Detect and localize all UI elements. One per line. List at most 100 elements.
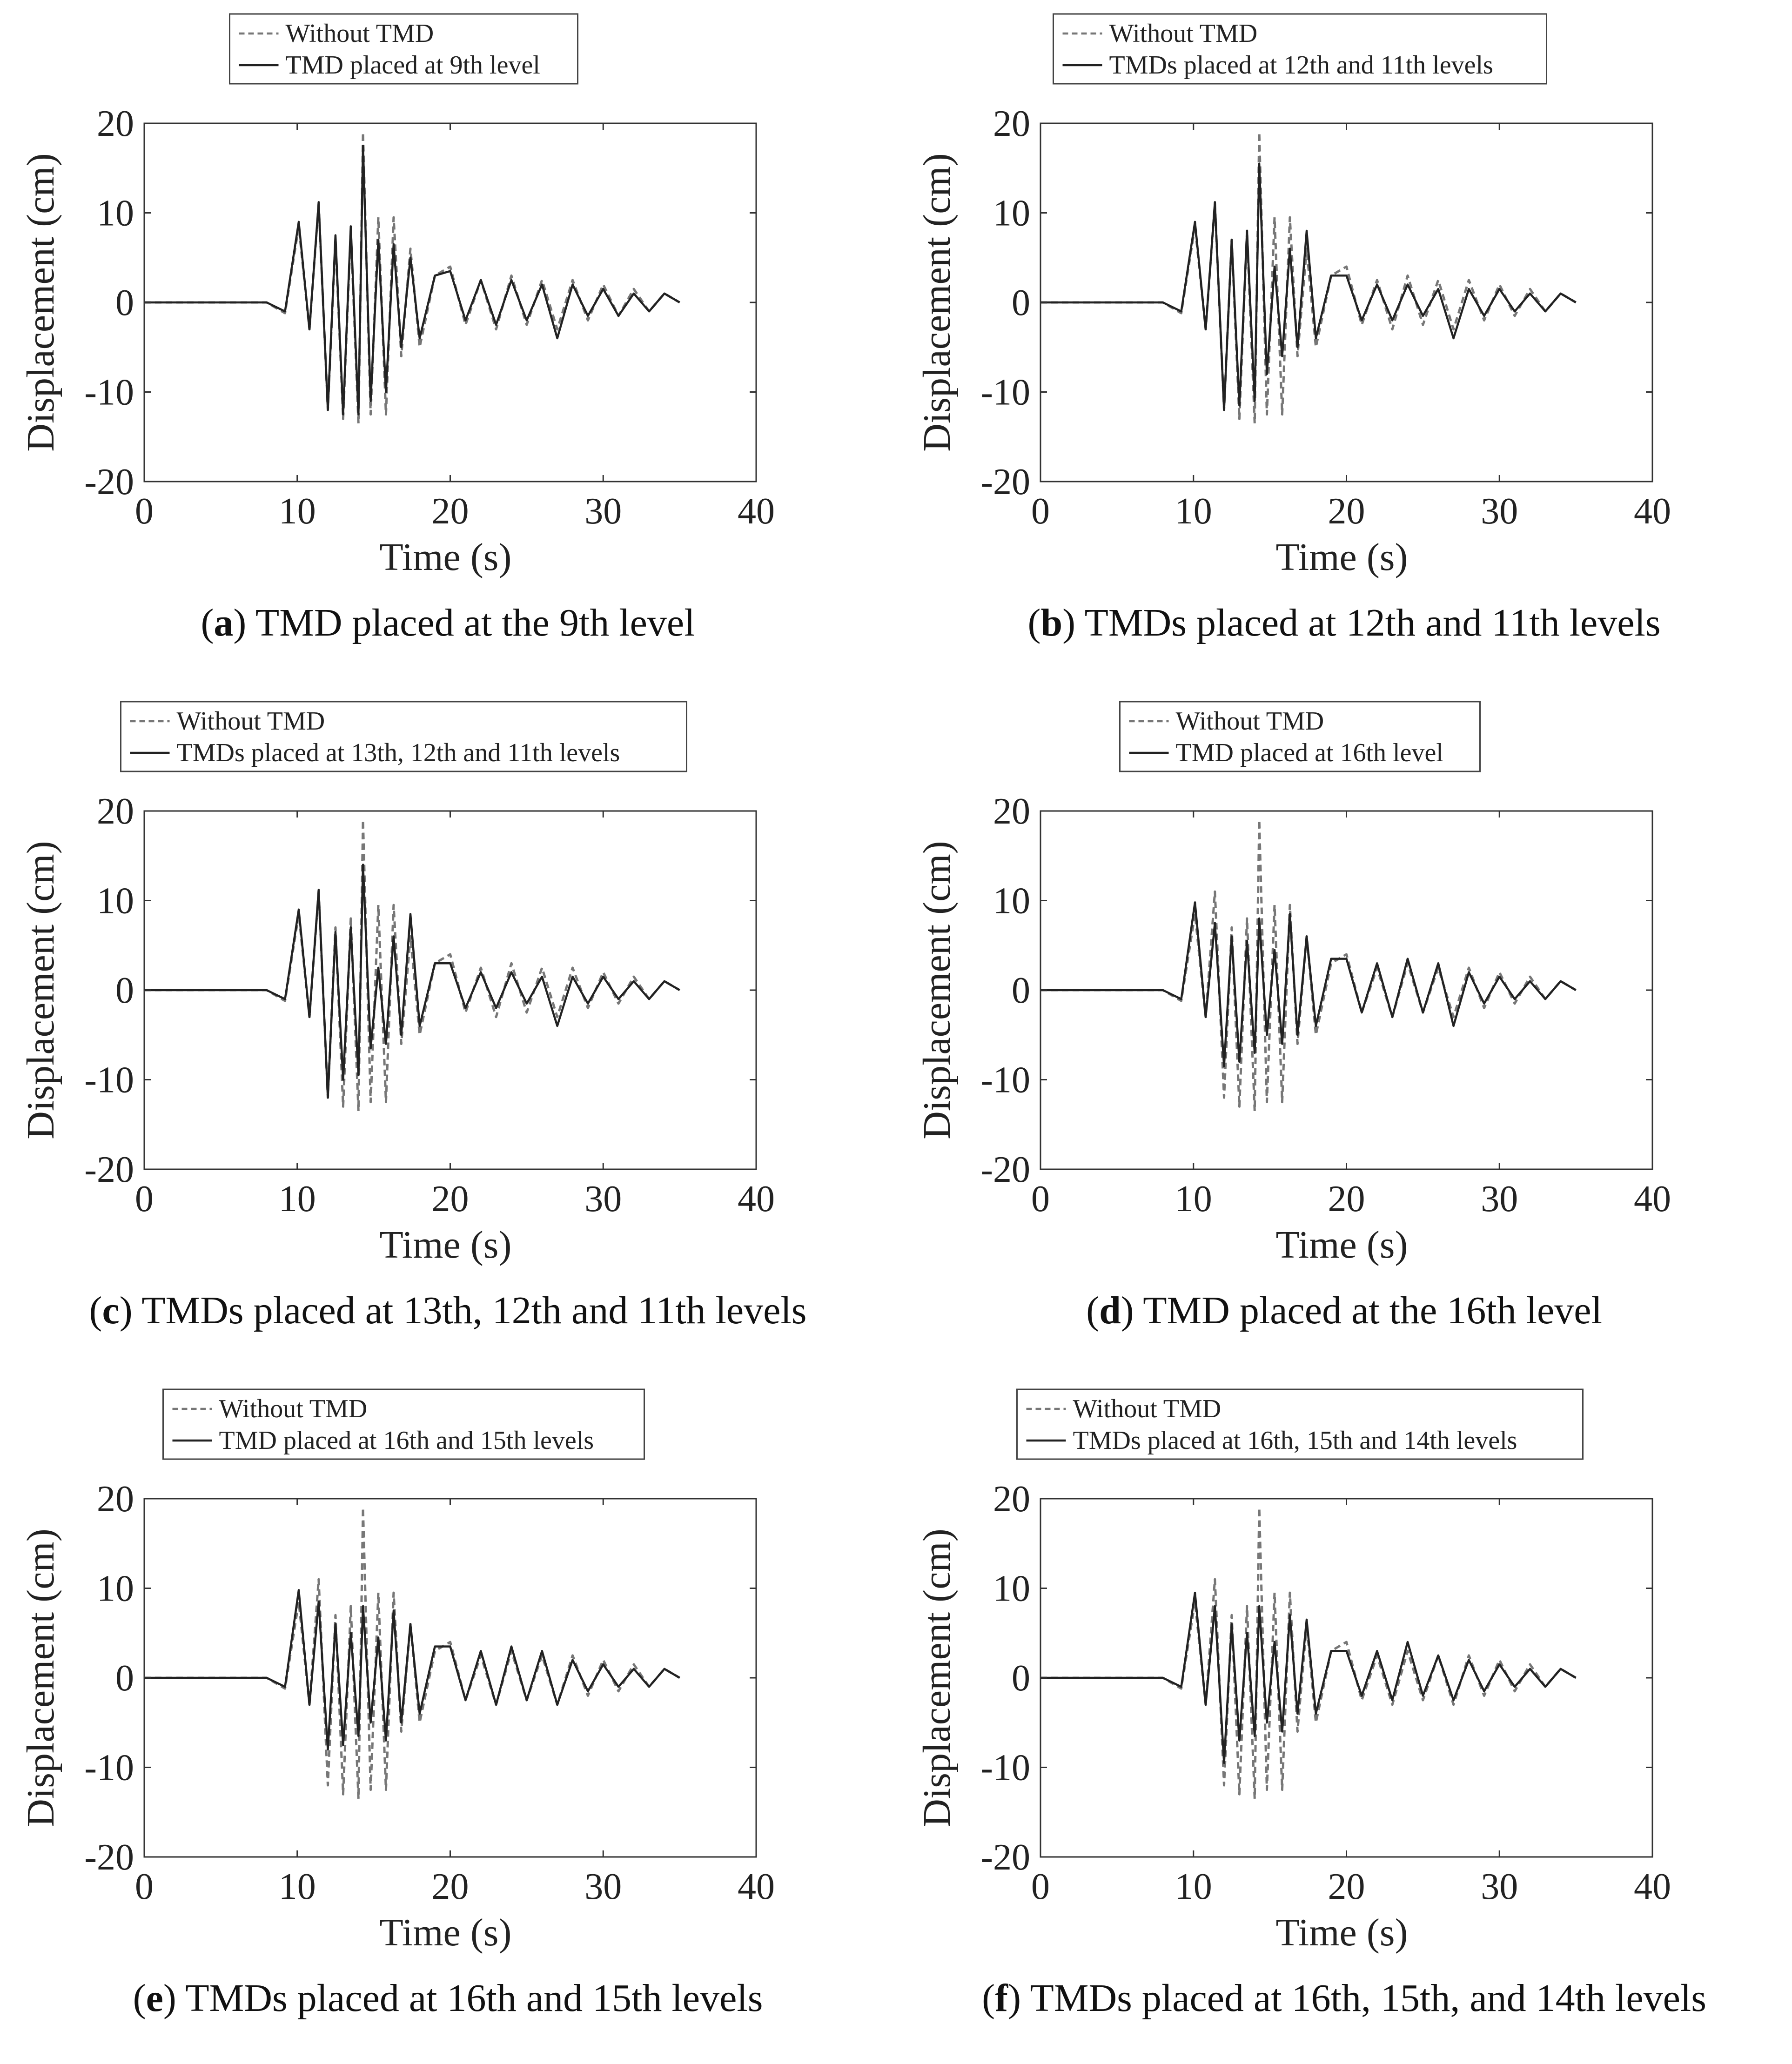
panel-caption: (c) TMDs placed at 13th, 12th and 11th l…	[0, 1288, 896, 1333]
legend-entry: Without TMD	[1109, 19, 1258, 48]
y-tick-label: -10	[980, 1060, 1030, 1101]
x-tick-label: 40	[738, 1179, 775, 1220]
chart-panel-f: 0 10 20 30 40 20 10 0 -10 -20 Time (s) Displacement…	[896, 1375, 1792, 2064]
chart-svg-b: 0 10 20 30 40 20 10 0 -10 -20 Time (s) Displacement…	[915, 13, 1671, 579]
x-tick-label: 0	[135, 1179, 154, 1220]
series-with-tmd-line	[144, 864, 680, 1099]
panel-caption: (e) TMDs placed at 16th and 15th levels	[0, 1976, 896, 2021]
caption-text: ) TMD placed at the 9th level	[233, 601, 695, 644]
legend-entry: TMD placed at 16th and 15th levels	[219, 1426, 594, 1455]
x-tick-label: 10	[1175, 491, 1212, 532]
legend-box	[120, 701, 687, 772]
x-tick-label: 10	[279, 1866, 316, 1907]
legend-box	[162, 1388, 645, 1460]
x-axis-label: Time (s)	[380, 1223, 512, 1267]
y-tick-label: 0	[115, 1658, 134, 1699]
y-tick-label: 20	[993, 791, 1030, 832]
legend-box	[1119, 701, 1481, 772]
y-tick-label: 0	[115, 282, 134, 323]
caption-tag: d	[1099, 1289, 1121, 1332]
y-tick-label: 0	[1012, 970, 1030, 1011]
caption-paren: (	[1086, 1289, 1100, 1332]
x-axis-label: Time (s)	[380, 536, 512, 579]
caption-paren: (	[982, 1977, 995, 2020]
y-axis-label: Displacement (cm)	[19, 841, 62, 1139]
y-tick-label: -20	[980, 1149, 1030, 1190]
chart-svg-f: 0 10 20 30 40 20 10 0 -10 -20 Time (s) Displacement…	[915, 1388, 1671, 1954]
x-tick-label: 20	[1328, 491, 1365, 532]
x-tick-label: 30	[1481, 1179, 1518, 1220]
panel-caption: (d) TMD placed at the 16th level	[896, 1288, 1792, 1333]
y-axis-label: Displacement (cm)	[915, 841, 959, 1139]
caption-tag: f	[995, 1977, 1008, 2020]
caption-tag: c	[102, 1289, 120, 1332]
y-tick-label: -10	[84, 372, 134, 413]
series-with-tmd-line	[1040, 162, 1577, 411]
x-tick-label: 0	[1031, 491, 1050, 532]
caption-tag: a	[214, 601, 234, 644]
y-tick-label: 10	[993, 1568, 1030, 1609]
legend-entry: TMDs placed at 16th, 15th and 14th level…	[1073, 1426, 1517, 1455]
y-tick-label: 10	[993, 193, 1030, 234]
chart-panel-a: 0 10 20 30 40 20 10 0 -10 -20 Time (s) Displacement…	[0, 0, 896, 689]
panel-caption: (a) TMD placed at the 9th level	[0, 600, 896, 645]
x-tick-label: 10	[279, 1179, 316, 1220]
y-tick-label: -20	[980, 1837, 1030, 1878]
y-tick-label: 20	[97, 791, 134, 832]
series-with-tmd-line	[1040, 1591, 1577, 1764]
y-tick-label: -20	[84, 462, 134, 503]
x-tick-label: 30	[584, 491, 622, 532]
x-tick-label: 0	[135, 1866, 154, 1907]
x-axis-label: Time (s)	[1276, 1223, 1408, 1267]
y-tick-label: -10	[84, 1060, 134, 1101]
y-tick-label: 10	[97, 1568, 134, 1609]
caption-text: ) TMDs placed at 13th, 12th and 11th lev…	[119, 1289, 807, 1332]
x-axis-label: Time (s)	[380, 1911, 512, 1954]
series-with-tmd-line	[1040, 901, 1577, 1067]
x-tick-label: 0	[1031, 1866, 1050, 1907]
x-tick-label: 40	[738, 491, 775, 532]
legend-entry: Without TMD	[1073, 1394, 1222, 1423]
x-tick-label: 10	[1175, 1179, 1212, 1220]
legend: Without TMD TMDs placed at 12th and 11th …	[1053, 13, 1547, 85]
y-tick-label: -10	[980, 1748, 1030, 1789]
legend-entry: TMD placed at 16th level	[1176, 738, 1443, 767]
caption-text: ) TMDs placed at 12th and 11th levels	[1062, 601, 1661, 644]
panel-caption: (f) TMDs placed at 16th, 15th, and 14th …	[896, 1976, 1792, 2021]
x-tick-label: 40	[1634, 1866, 1671, 1907]
legend-entry: Without TMD	[1176, 707, 1324, 736]
legend: Without TMD TMD placed at 9th level	[229, 13, 578, 85]
legend-entry: Without TMD	[177, 707, 325, 736]
chart-svg-a: 0 10 20 30 40 20 10 0 -10 -20 Time (s) Displacement…	[19, 13, 775, 579]
y-tick-label: 10	[97, 193, 134, 234]
x-tick-label: 20	[1328, 1866, 1365, 1907]
chart-panel-d: 0 10 20 30 40 20 10 0 -10 -20 Time (s) Displacement…	[896, 688, 1792, 1376]
x-tick-label: 20	[432, 1179, 469, 1220]
chart-svg-c: 0 10 20 30 40 20 10 0 -10 -20 Time (s) Displacement…	[19, 701, 775, 1267]
y-axis-label: Displacement (cm)	[915, 153, 959, 451]
caption-paren: (	[133, 1977, 146, 2020]
y-axis-label: Displacement (cm)	[915, 1528, 959, 1827]
y-tick-label: 20	[993, 1479, 1030, 1520]
x-tick-label: 30	[584, 1866, 622, 1907]
x-tick-label: 20	[1328, 1179, 1365, 1220]
caption-tag: e	[146, 1977, 163, 2020]
y-tick-label: 0	[1012, 1658, 1030, 1699]
caption-paren: (	[201, 601, 214, 644]
x-tick-label: 0	[135, 491, 154, 532]
legend-entry: TMD placed at 9th level	[286, 51, 540, 80]
y-tick-label: 20	[97, 1479, 134, 1520]
x-axis-label: Time (s)	[1276, 536, 1408, 579]
x-axis-label: Time (s)	[1276, 1911, 1408, 1954]
y-tick-label: 20	[993, 103, 1030, 144]
y-tick-label: -20	[980, 462, 1030, 503]
caption-paren: (	[89, 1289, 102, 1332]
y-tick-label: -10	[84, 1748, 134, 1789]
legend: Without TMD TMD placed at 16th and 15th l…	[162, 1388, 645, 1460]
x-tick-label: 40	[1634, 491, 1671, 532]
x-tick-label: 20	[432, 1866, 469, 1907]
x-tick-label: 30	[1481, 1866, 1518, 1907]
legend-box	[229, 13, 578, 85]
